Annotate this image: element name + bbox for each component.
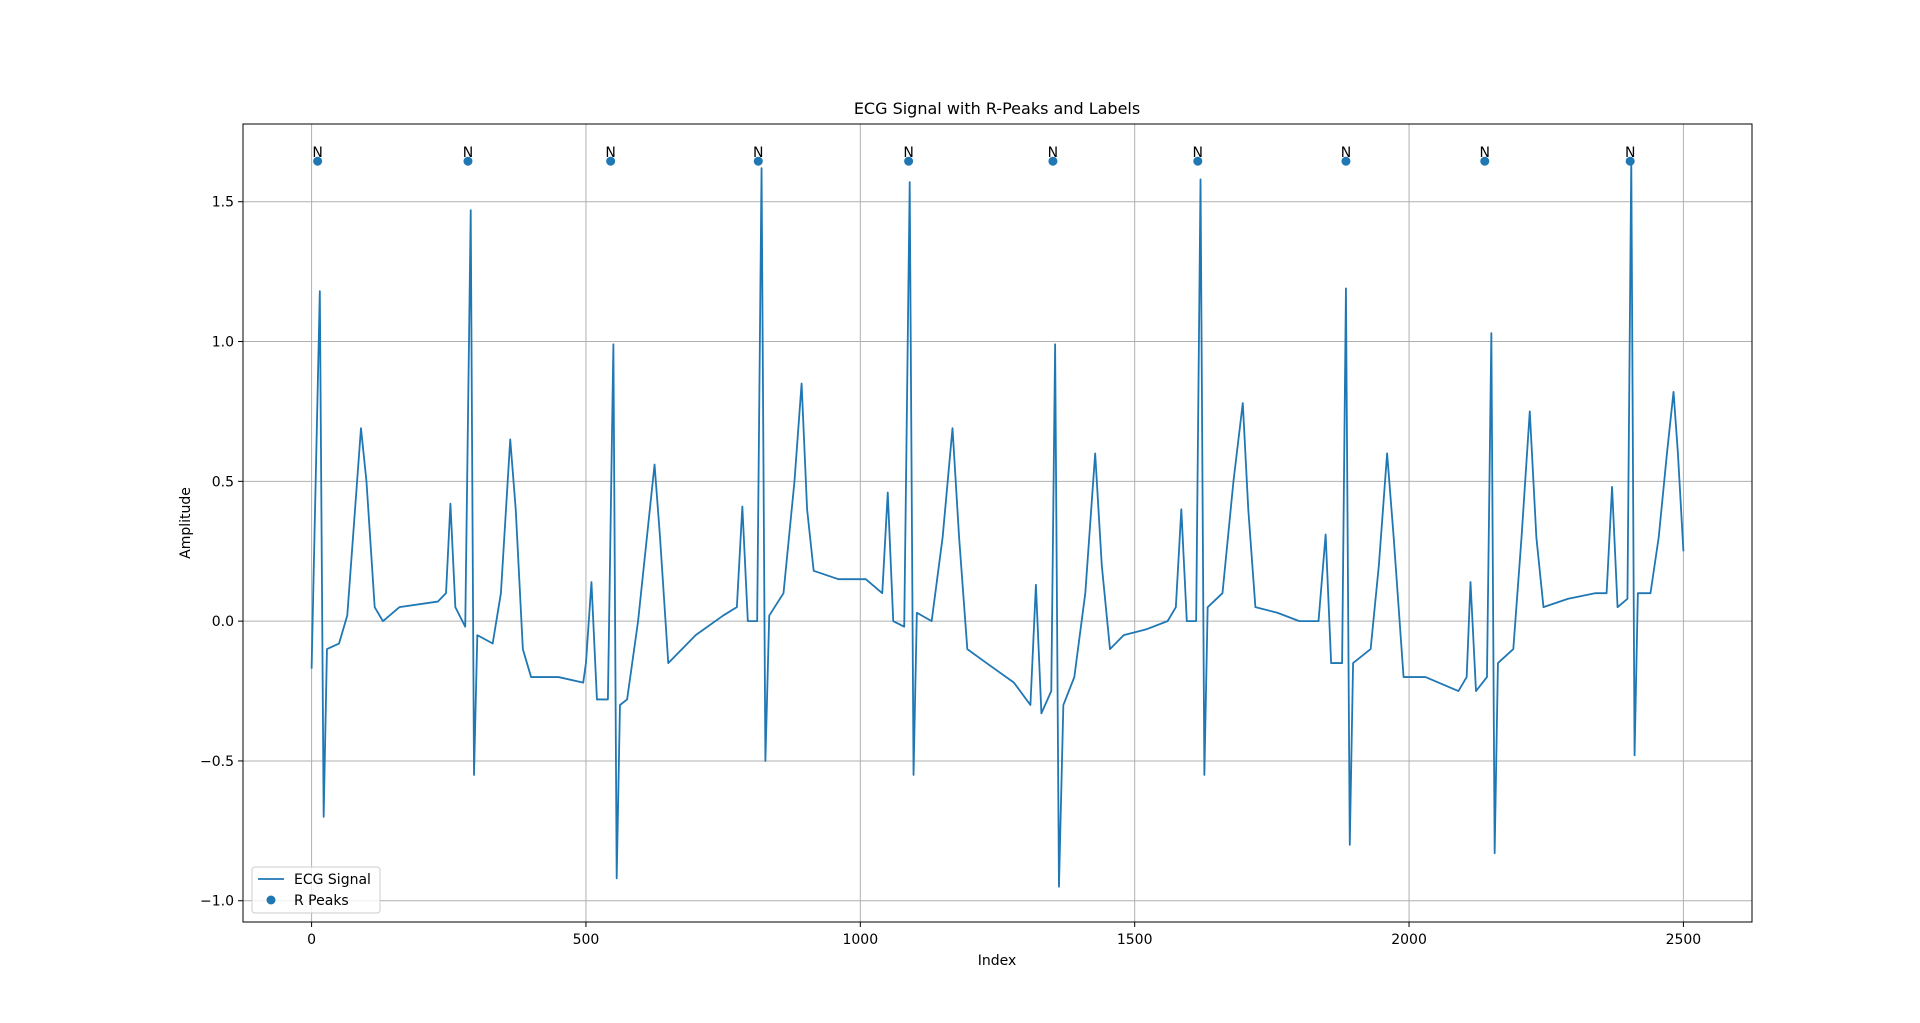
- r-peak-marker: [606, 156, 616, 166]
- x-tick-label: 2000: [1391, 932, 1427, 948]
- legend-label: R Peaks: [294, 893, 349, 909]
- x-tick-label: 500: [573, 932, 600, 948]
- r-peak-marker: [1048, 156, 1058, 166]
- axes-frame: [242, 123, 1753, 923]
- r-peak-label: N: [753, 145, 763, 161]
- r-peak-label: N: [1048, 145, 1058, 161]
- r-peak-marker: [463, 156, 473, 166]
- chart-title: ECG Signal with R-Peaks and Labels: [854, 99, 1140, 118]
- r-peak-label: N: [1341, 145, 1351, 161]
- r-peak-label: N: [605, 145, 615, 161]
- y-tick-label: 1.5: [212, 195, 234, 211]
- y-axis-label: Amplitude: [178, 487, 194, 559]
- y-tick-label: 0.0: [212, 614, 234, 630]
- r-peak-marker: [904, 156, 914, 166]
- x-tick-label: 0: [307, 932, 316, 948]
- x-axis-label: Index: [978, 953, 1017, 969]
- r-peak-marker: [1341, 156, 1351, 166]
- legend-label: ECG Signal: [294, 872, 371, 888]
- x-tick-label: 1500: [1117, 932, 1153, 948]
- y-tick-label: 1.0: [212, 335, 234, 351]
- x-tick-label: 1000: [842, 932, 878, 948]
- r-peak-marker: [753, 156, 763, 166]
- y-tick-label: −0.5: [200, 754, 234, 770]
- r-peak-marker: [1480, 156, 1490, 166]
- y-tick-label: −1.0: [200, 894, 234, 910]
- r-peak-marker: [1193, 156, 1203, 166]
- y-tick-label: 0.5: [212, 474, 234, 490]
- r-peak-marker: [1625, 156, 1635, 166]
- r-peak-marker: [313, 156, 323, 166]
- r-peak-label: N: [1480, 145, 1490, 161]
- r-peak-label: N: [1193, 145, 1203, 161]
- x-tick-label: 2500: [1666, 932, 1702, 948]
- legend-marker: [266, 895, 276, 905]
- ecg-line: [310, 158, 1685, 888]
- r-peak-label: N: [312, 145, 322, 161]
- r-peak-label: N: [1625, 145, 1635, 161]
- r-peak-label: N: [463, 145, 473, 161]
- r-peak-label: N: [903, 145, 913, 161]
